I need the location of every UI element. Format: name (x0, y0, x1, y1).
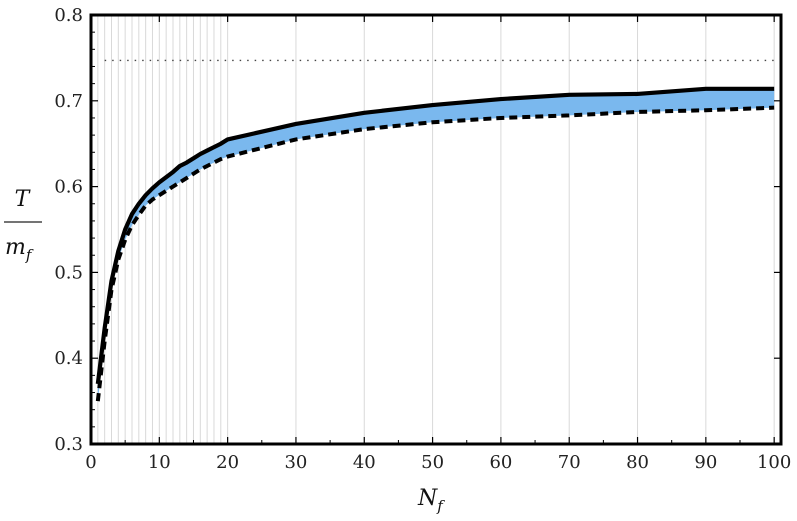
x-tick-label: 20 (216, 452, 239, 473)
y-tick-label: 0.5 (54, 262, 83, 283)
x-tick-label: 90 (694, 452, 717, 473)
series-solid-line (95, 86, 775, 385)
x-tick-label: 0 (85, 452, 96, 473)
x-axis-label: Nf (417, 486, 445, 515)
x-tick-label: 100 (757, 452, 791, 473)
y-axis-label-denominator: mf (5, 235, 34, 264)
x-tick-label: 40 (353, 452, 376, 473)
shaded-band (97, 88, 775, 402)
x-tick-label: 80 (626, 452, 649, 473)
y-tick-label: 0.6 (54, 177, 83, 198)
vertical-grid (97, 15, 775, 444)
x-tick-label: 30 (284, 452, 307, 473)
y-axis-label-numerator: T (15, 187, 32, 212)
x-tick-label: 60 (489, 452, 512, 473)
axis-ticks (90, 14, 781, 445)
x-tick-labels: 0 10 20 30 40 50 60 70 80 90 100 (85, 452, 791, 473)
x-tick-label: 50 (421, 452, 444, 473)
plot-frame (89, 13, 783, 446)
x-tick-label: 70 (558, 452, 581, 473)
y-tick-label: 0.4 (54, 348, 83, 369)
y-axis-label: T mf (4, 187, 42, 264)
y-tick-label: 0.7 (54, 91, 83, 112)
series-dashed-line (95, 105, 775, 402)
x-tick-label: 10 (148, 452, 171, 473)
y-tick-label: 0.8 (54, 5, 83, 26)
y-tick-labels: 0.3 0.4 0.5 0.6 0.7 0.8 (54, 5, 83, 455)
y-tick-label: 0.3 (54, 434, 83, 455)
